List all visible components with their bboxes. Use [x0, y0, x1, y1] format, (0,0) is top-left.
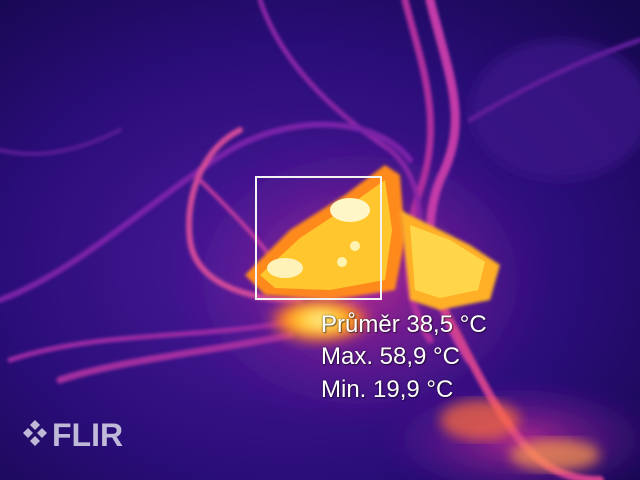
- flir-logo-text: FLIR: [52, 416, 124, 453]
- warm-glow-top-right: [470, 40, 640, 180]
- flir-diamond-icon: [23, 420, 47, 446]
- hot-board: [245, 165, 600, 471]
- average-temperature-label: Průměr 38,5 °C: [321, 311, 487, 338]
- measurement-box: [255, 176, 382, 300]
- min-temperature-label: Min. 19,9 °C: [321, 376, 454, 403]
- max-temperature-label: Max. 58,9 °C: [321, 343, 460, 370]
- flir-logo: FLIR: [22, 416, 124, 453]
